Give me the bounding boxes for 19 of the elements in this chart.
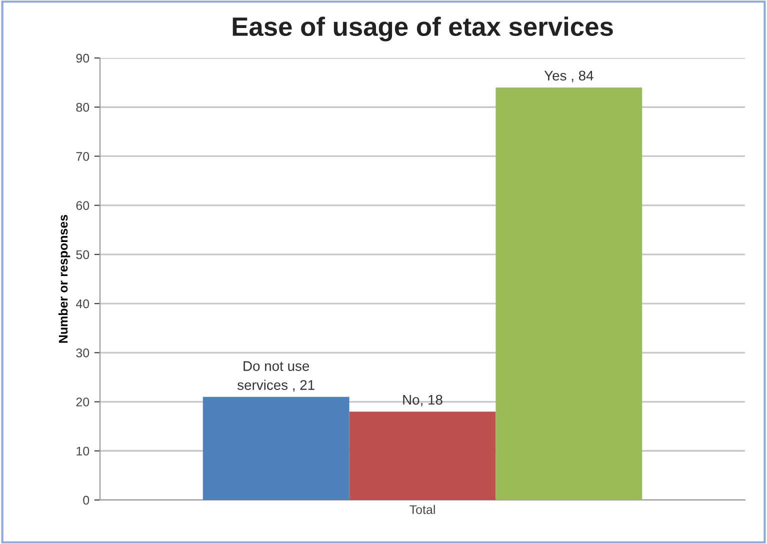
y-axis-title: Number or responses (58, 214, 70, 343)
y-tick-label: 90 (76, 54, 90, 63)
bar (349, 412, 496, 500)
bar (496, 87, 642, 500)
data-label: Yes , 84 (544, 70, 594, 82)
y-tick-label: 20 (76, 398, 90, 406)
y-tick-label: 0 (83, 496, 90, 505)
y-tick-label: 50 (76, 250, 90, 260)
y-tick-label: 10 (76, 446, 90, 456)
data-label: No, 18 (403, 394, 442, 406)
chart-title: Ease of usage of etax services (232, 16, 613, 42)
y-tick-label: 70 (76, 152, 90, 161)
y-tick-label: 60 (76, 201, 90, 210)
y-tick-label: 30 (76, 348, 90, 358)
data-label: Do not use services , 21 (237, 361, 314, 392)
x-tick-label: Total (410, 504, 435, 514)
y-tick-label: 40 (76, 299, 90, 308)
y-tick-label: 80 (76, 102, 90, 112)
bar (202, 396, 350, 500)
